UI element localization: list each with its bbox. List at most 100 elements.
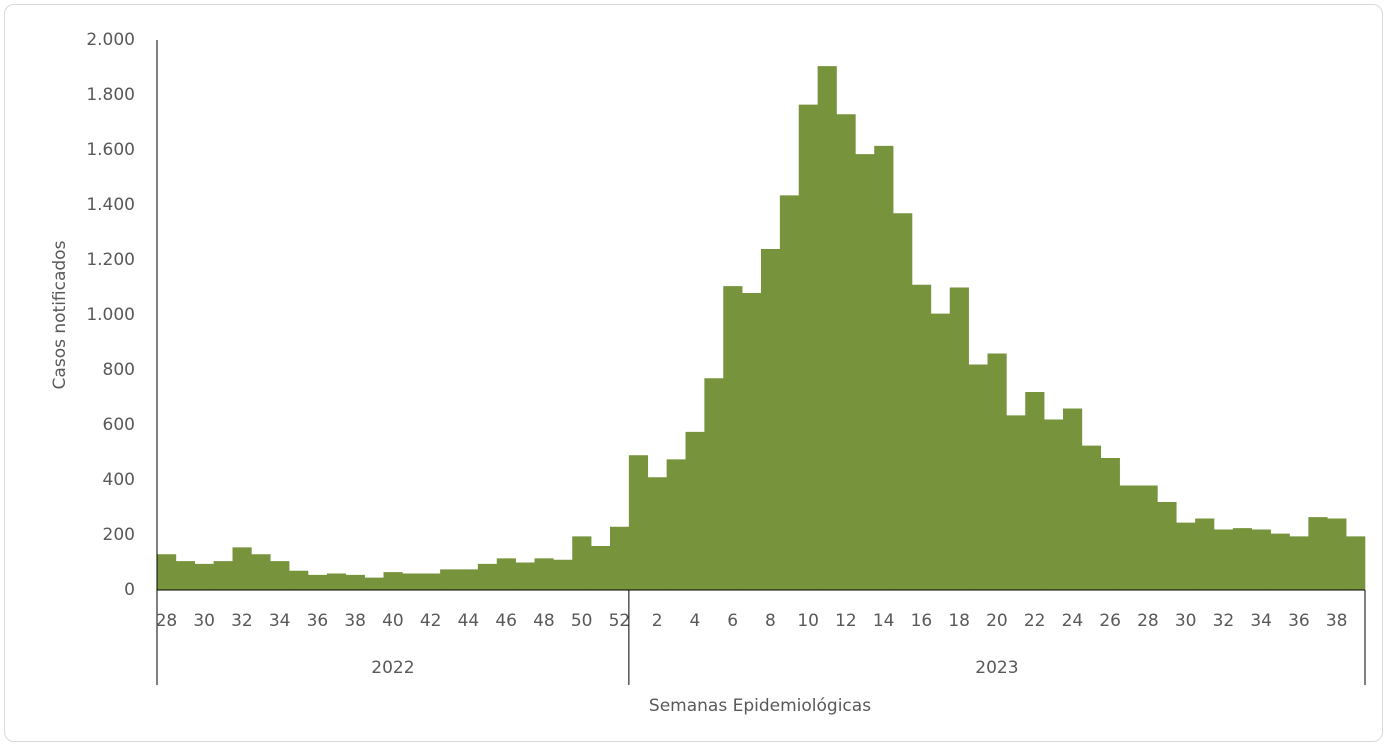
x-tick-label: 12 bbox=[835, 611, 857, 631]
bar bbox=[1308, 517, 1328, 590]
x-tick-label: 8 bbox=[765, 611, 776, 631]
x-tick-label: 34 bbox=[269, 611, 291, 631]
x-tick-label: 22 bbox=[1024, 611, 1046, 631]
bar bbox=[440, 569, 460, 590]
bar bbox=[912, 284, 932, 590]
bar bbox=[232, 547, 252, 590]
x-tick-label: 36 bbox=[307, 611, 329, 631]
bar bbox=[723, 286, 743, 590]
bar bbox=[1346, 536, 1366, 590]
bar bbox=[798, 104, 818, 590]
y-tick-label: 1.800 bbox=[86, 85, 135, 105]
x-tick-label: 46 bbox=[495, 611, 517, 631]
group-label: 2022 bbox=[371, 658, 414, 678]
x-tick-label: 42 bbox=[420, 611, 442, 631]
y-tick-label: 1.000 bbox=[86, 305, 135, 325]
bar bbox=[1081, 445, 1102, 590]
bar bbox=[1195, 518, 1215, 590]
bar bbox=[704, 378, 724, 590]
bar bbox=[1289, 536, 1309, 590]
x-tick-label: 30 bbox=[1175, 611, 1197, 631]
y-tick-label: 200 bbox=[103, 525, 135, 545]
bar bbox=[308, 574, 328, 590]
y-tick-label: 1.200 bbox=[86, 250, 135, 270]
bar bbox=[1270, 533, 1290, 590]
y-tick-label: 400 bbox=[103, 470, 135, 490]
bar bbox=[1063, 408, 1083, 590]
bar bbox=[213, 561, 233, 590]
bar bbox=[1232, 528, 1253, 590]
bar bbox=[326, 573, 347, 590]
bar bbox=[647, 477, 667, 590]
x-tick-label: 44 bbox=[458, 611, 480, 631]
bar bbox=[893, 213, 913, 590]
group-label: 2023 bbox=[975, 658, 1018, 678]
bar bbox=[421, 573, 441, 590]
x-tick-label: 16 bbox=[911, 611, 933, 631]
bar bbox=[1251, 529, 1271, 590]
y-tick-label: 800 bbox=[103, 360, 135, 380]
x-tick-label: 10 bbox=[797, 611, 819, 631]
y-tick-label: 600 bbox=[103, 415, 135, 435]
bar bbox=[1006, 415, 1026, 590]
bar bbox=[572, 536, 592, 590]
y-tick-label: 2.000 bbox=[86, 30, 135, 50]
x-tick-label: 2 bbox=[652, 611, 663, 631]
x-tick-label: 24 bbox=[1062, 611, 1084, 631]
bar bbox=[949, 287, 969, 590]
x-tick-label: 40 bbox=[382, 611, 404, 631]
bar bbox=[817, 66, 837, 590]
x-tick-label: 48 bbox=[533, 611, 555, 631]
bar bbox=[175, 561, 196, 590]
y-tick-label: 1.400 bbox=[86, 195, 135, 215]
x-tick-label: 32 bbox=[1213, 611, 1235, 631]
bar bbox=[742, 293, 762, 590]
bar bbox=[855, 154, 875, 590]
x-tick-label: 6 bbox=[727, 611, 738, 631]
bar bbox=[1100, 458, 1120, 590]
bar bbox=[930, 313, 951, 590]
bar bbox=[1214, 529, 1234, 590]
x-axis-title: Semanas Epidemiológicas bbox=[649, 696, 871, 716]
bar bbox=[1119, 485, 1139, 590]
x-tick-label: 36 bbox=[1288, 611, 1310, 631]
bar bbox=[628, 455, 649, 590]
x-tick-label: 4 bbox=[690, 611, 701, 631]
bar bbox=[157, 554, 177, 590]
x-tick-label: 28 bbox=[156, 611, 178, 631]
bar bbox=[1327, 518, 1347, 590]
y-axis-title: Casos notificados bbox=[50, 240, 70, 389]
bar bbox=[477, 563, 498, 590]
x-tick-label: 20 bbox=[986, 611, 1008, 631]
bar bbox=[345, 574, 365, 590]
bar bbox=[553, 559, 573, 590]
bar bbox=[534, 558, 554, 590]
bar bbox=[666, 459, 686, 590]
x-tick-label: 50 bbox=[571, 611, 593, 631]
x-tick-label: 38 bbox=[1326, 611, 1348, 631]
bar bbox=[836, 114, 856, 590]
x-tick-label: 14 bbox=[873, 611, 895, 631]
bar bbox=[1157, 502, 1177, 590]
bar bbox=[402, 573, 422, 590]
bar bbox=[610, 526, 630, 590]
bar bbox=[364, 577, 384, 590]
y-tick-label: 1.600 bbox=[86, 140, 135, 160]
bar bbox=[987, 353, 1007, 590]
chart-frame bbox=[4, 4, 1383, 742]
bar bbox=[251, 554, 271, 590]
x-tick-label: 38 bbox=[344, 611, 366, 631]
bar bbox=[289, 570, 309, 590]
bar bbox=[591, 546, 611, 590]
bar bbox=[1025, 392, 1045, 590]
x-tick-label: 52 bbox=[609, 611, 631, 631]
x-tick-label: 34 bbox=[1250, 611, 1272, 631]
bar bbox=[761, 249, 781, 590]
x-tick-label: 30 bbox=[193, 611, 215, 631]
bar bbox=[496, 558, 516, 590]
bar bbox=[459, 569, 479, 590]
bar bbox=[383, 572, 403, 590]
bar bbox=[779, 195, 800, 590]
